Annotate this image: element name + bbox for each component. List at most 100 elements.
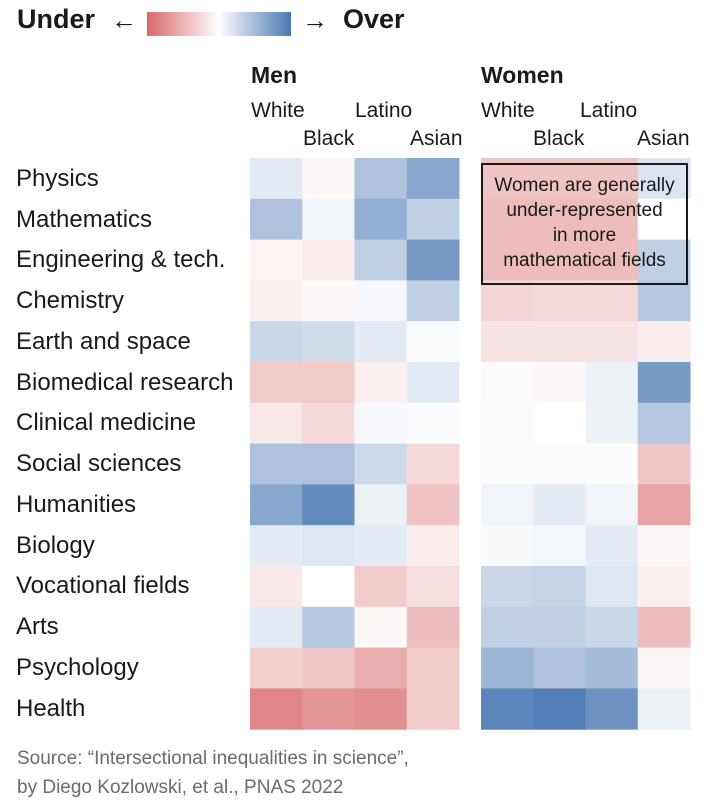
group-title-men: Men — [251, 62, 297, 88]
heatmap-cell-women-latino-8 — [585, 443, 639, 485]
source-line-2: by Diego Kozlowski, et al., PNAS 2022 — [17, 777, 344, 798]
heatmap-cell-women-asian-11 — [637, 566, 691, 608]
legend-color-bar — [147, 12, 291, 36]
group-title-women: Women — [481, 62, 564, 88]
heatmap-cell-men-latino-7 — [354, 402, 408, 445]
heatmap-cell-women-white-10 — [481, 525, 534, 567]
heatmap-cell-men-asian-14 — [406, 688, 460, 730]
annotation-box: Women are generally under-represented in… — [481, 163, 688, 285]
col-label-women-white: White — [481, 99, 535, 122]
heatmap-cell-women-asian-8 — [637, 443, 691, 485]
annotation-line: mathematical fields — [503, 250, 666, 271]
legend-over-label: Over — [343, 4, 405, 34]
heatmap-cell-men-asian-5 — [406, 321, 460, 363]
heatmap-cell-men-black-7 — [302, 402, 355, 445]
heatmap-cell-women-black-10 — [533, 525, 586, 567]
annotation-line: under-represented — [506, 200, 663, 221]
heatmap-cell-men-black-10 — [302, 525, 355, 567]
heatmap-cell-women-latino-13 — [585, 647, 639, 689]
heatmap-cell-men-latino-4 — [354, 280, 408, 322]
col-label-men-latino: Latino — [355, 99, 413, 122]
heatmap-cell-men-white-3 — [250, 239, 303, 281]
heatmap-cell-men-latino-5 — [354, 321, 408, 363]
heatmap-cell-women-white-3 — [481, 239, 534, 281]
heatmap-cell-women-white-6 — [481, 362, 534, 404]
col-label-men-black: Black — [303, 127, 355, 150]
heatmap-cell-women-latino-10 — [585, 525, 639, 567]
heatmap-cell-women-black-14 — [533, 688, 586, 730]
heatmap-cell-men-black-1 — [302, 158, 355, 200]
heatmap-cell-women-black-9 — [533, 484, 586, 526]
heatmap-cell-women-black-3 — [533, 239, 586, 281]
heatmap-cell-women-white-2 — [481, 198, 534, 241]
heatmap-cell-women-black-11 — [533, 566, 586, 608]
heatmap-cell-men-black-14 — [302, 688, 355, 730]
heatmap-cell-women-asian-2 — [637, 198, 691, 241]
heatmap-cell-men-asian-10 — [406, 525, 460, 567]
heatmap-cell-men-white-9 — [250, 484, 303, 526]
heatmap-cell-men-white-4 — [250, 280, 303, 322]
heatmap-cell-women-asian-7 — [637, 402, 691, 445]
heatmap-cell-women-latino-7 — [585, 402, 639, 445]
row-label-vocational-fields: Vocational fields — [16, 572, 190, 599]
heatmap-cell-men-latino-6 — [354, 362, 408, 404]
heatmap-cell-women-white-8 — [481, 443, 534, 485]
row-label-clinical-medicine: Clinical medicine — [16, 409, 197, 436]
heatmap-cell-men-latino-3 — [354, 239, 408, 281]
heatmap-cell-men-black-12 — [302, 606, 355, 649]
heatmap-cell-men-black-5 — [302, 321, 355, 363]
heatmap-cell-men-black-8 — [302, 443, 355, 485]
arrow-left-icon: ← — [111, 5, 137, 35]
row-label-chemistry: Chemistry — [16, 287, 125, 314]
heatmap-cell-women-asian-4 — [637, 280, 691, 322]
row-label-humanities: Humanities — [16, 491, 137, 518]
heatmap-cell-women-latino-9 — [585, 484, 639, 526]
heatmap-cell-men-latino-1 — [354, 158, 408, 200]
heatmap-cell-women-white-12 — [481, 606, 534, 649]
heatmap-cell-women-latino-4 — [585, 280, 639, 322]
row-label-earth-and-space: Earth and space — [16, 328, 191, 355]
heatmap-cell-men-asian-2 — [406, 198, 460, 241]
heatmap-cell-men-asian-3 — [406, 239, 460, 281]
row-label-engineering: Engineering & tech. — [16, 246, 226, 273]
heatmap-cell-men-white-11 — [250, 566, 303, 608]
heatmap-cell-women-black-4 — [533, 280, 586, 322]
heatmap-cell-men-latino-14 — [354, 688, 408, 730]
heatmap-cell-women-asian-3 — [637, 239, 691, 281]
source-line-1: Source: “Intersectional inequalities in … — [17, 748, 409, 769]
heatmap-cell-women-black-7 — [533, 402, 586, 445]
heatmap-cell-men-black-11 — [302, 566, 355, 608]
heatmap-cell-men-white-8 — [250, 443, 303, 485]
heatmap-cell-women-asian-9 — [637, 484, 691, 526]
heatmap-cell-men-asian-8 — [406, 443, 460, 485]
heatmap-cell-women-white-7 — [481, 402, 534, 445]
heatmap-cell-women-white-4 — [481, 280, 534, 322]
heatmap-cell-women-latino-6 — [585, 362, 639, 404]
heatmap-cell-men-white-7 — [250, 402, 303, 445]
heatmap-cell-men-black-9 — [302, 484, 355, 526]
heatmap-cell-women-latino-3 — [585, 239, 639, 281]
heatmap-cell-men-latino-2 — [354, 198, 408, 241]
heatmap-cell-men-asian-6 — [406, 362, 460, 404]
heatmap-cell-men-asian-4 — [406, 280, 460, 322]
heatmap-cell-women-asian-14 — [637, 688, 691, 730]
heatmap-cell-women-white-11 — [481, 566, 534, 608]
heatmap-cell-women-black-6 — [533, 362, 586, 404]
heatmap-cell-women-asian-5 — [637, 321, 691, 363]
col-label-men-asian: Asian — [410, 127, 463, 150]
heatmap-cell-men-black-13 — [302, 647, 355, 689]
heatmap-cell-women-white-14 — [481, 688, 534, 730]
heatmap-cell-women-black-12 — [533, 606, 586, 649]
heatmap-cell-women-asian-6 — [637, 362, 691, 404]
heatmap-cell-women-white-9 — [481, 484, 534, 526]
heatmap-cell-men-latino-13 — [354, 647, 408, 689]
heatmap-cell-men-asian-13 — [406, 647, 460, 689]
heatmap-cell-men-white-13 — [250, 647, 303, 689]
heatmap-cell-men-latino-8 — [354, 443, 408, 485]
heatmap-cell-men-white-2 — [250, 198, 303, 241]
heatmap-cell-men-white-10 — [250, 525, 303, 567]
heatmap-cell-women-latino-11 — [585, 566, 639, 608]
heatmap-cell-men-latino-12 — [354, 606, 408, 649]
heatmap-cell-men-latino-9 — [354, 484, 408, 526]
